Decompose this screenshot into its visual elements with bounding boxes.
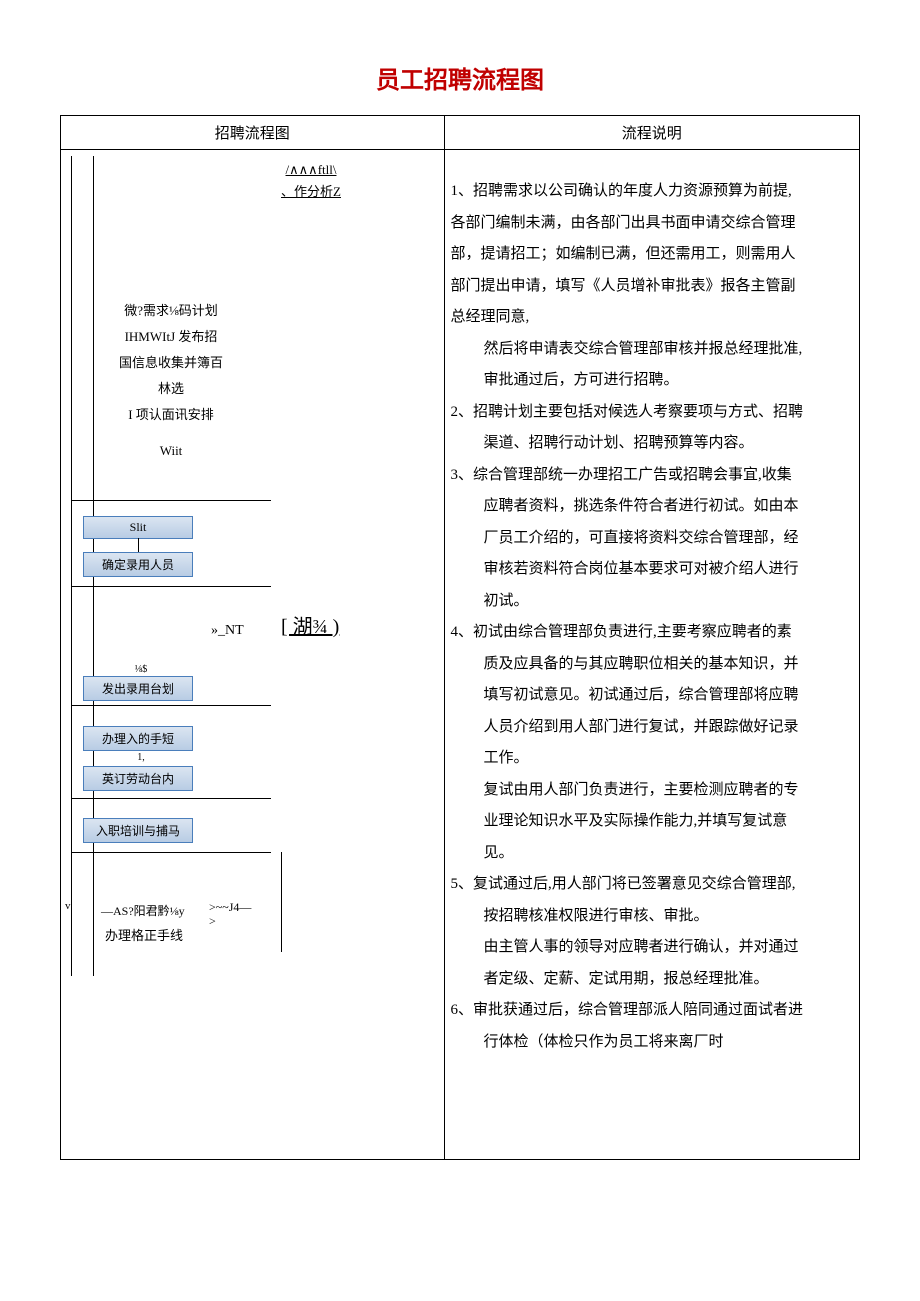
box-labor: 英订劳动台内 — [83, 766, 193, 791]
desc-p8: 2、招聘计划主要包括对候选人考察要项与方式、招聘 — [451, 397, 853, 429]
box-train: 入职培训与捕马 — [83, 818, 193, 843]
desc-p4: 部门提出申请，填写《人员增补审批表》报各主管副 — [451, 271, 853, 303]
bottom-l1: —AS?阳君黔⅛y — [101, 902, 185, 920]
flow-top-2a: 、作分析Z — [281, 184, 341, 199]
flow-b1-l5: I 项认面讯安排 — [101, 402, 241, 428]
flow-b1-l3: 国信息收集并簿百 — [101, 350, 241, 376]
flowchart-cell: /∧∧∧ftll\ 、作分析Z 微?需求⅛码计划 IHMWItJ 发布招 国信息… — [61, 150, 445, 1160]
desc-p17: 填写初试意见。初试通过后，综合管理部将应聘 — [451, 680, 853, 712]
box-slit: Slit — [83, 516, 193, 539]
desc-p2: 各部门编制未满，由各部门出具书面申请交综合管理 — [451, 208, 853, 240]
desc-p25: 由主管人事的领导对应聘者进行确认，并对通过 — [451, 932, 853, 964]
desc-p20: 复试由用人部门负责进行，主要检测应聘者的专 — [451, 775, 853, 807]
desc-p22: 见。 — [451, 838, 853, 870]
desc-p16: 质及应具备的与其应聘职位相关的基本知识，并 — [451, 649, 853, 681]
desc-p10: 3、综合管理部统一办理招工广告或招聘会事宜,收集 — [451, 460, 853, 492]
desc-p18: 人员介绍到用人部门进行复试，并跟踪做好记录 — [451, 712, 853, 744]
desc-p21: 业理论知识水平及实际操作能力,并填写复试意 — [451, 806, 853, 838]
flow-b1-l6: Wiit — [101, 438, 241, 464]
flow-top-2: 、作分析Z — [251, 182, 371, 202]
description-cell: 1、招聘需求以公司确认的年度人力资源预算为前提, 各部门编制未满，由各部门出具书… — [444, 150, 859, 1160]
desc-p1: 1、招聘需求以公司确认的年度人力资源预算为前提, — [451, 176, 853, 208]
tiny-dollar: ⅛$ — [126, 664, 156, 675]
main-table: 招聘流程图 流程说明 /∧∧∧ftll\ 、作分析Z 微?需求⅛码计划 IHMW… — [60, 115, 860, 1160]
hline-1 — [71, 500, 271, 501]
vline-extra — [281, 852, 282, 952]
desc-p26: 者定级、定薪、定试用期，报总经理批准。 — [451, 964, 853, 996]
desc-p3: 部，提请招工；如编制已满，但还需用工，则需用人 — [451, 239, 853, 271]
desc-p28: 行体检（体检只作为员工将来离厂时 — [451, 1027, 853, 1059]
flow-top-1: /∧∧∧ftll\ — [251, 160, 371, 180]
header-desc: 流程说明 — [444, 116, 859, 150]
tiny-1: 1, — [131, 752, 151, 763]
vline-left — [71, 156, 72, 976]
desc-p19: 工作。 — [451, 743, 853, 775]
desc-p13: 审核若资料符合岗位基本要求可对被介绍人进行 — [451, 554, 853, 586]
desc-p14: 初试。 — [451, 586, 853, 618]
mid-lake: [ 湖¾ ) — [281, 612, 339, 642]
desc-p11: 应聘者资料，挑选条件符合者进行初试。如由本 — [451, 491, 853, 523]
desc-p15: 4、初试由综合管理部负责进行,主要考察应聘者的素 — [451, 617, 853, 649]
mid-nt: »_NT — [211, 620, 244, 641]
desc-p23: 5、复试通过后,用人部门将已签署意见交综合管理部, — [451, 869, 853, 901]
header-flow: 招聘流程图 — [61, 116, 445, 150]
flow-b1-l2: IHMWItJ 发布招 — [101, 324, 241, 350]
flow-b1-l4: 林选 — [101, 376, 241, 402]
desc-p12: 厂员工介绍的，可直接将资料交综合管理部，经 — [451, 523, 853, 555]
desc-p9: 渠道、招聘行动计划、招聘预算等内容。 — [451, 428, 853, 460]
box-entry: 办理入的手短 — [83, 726, 193, 751]
bottom-gt: > — [209, 912, 216, 930]
flow-block1: 微?需求⅛码计划 IHMWItJ 发布招 国信息收集并簿百 林选 I 项认面讯安… — [101, 298, 241, 464]
desc-p24: 按招聘核准权限进行审核、审批。 — [451, 901, 853, 933]
hline-3 — [71, 705, 271, 706]
page-title: 员工招聘流程图 — [60, 60, 860, 95]
hline-4 — [71, 798, 271, 799]
hline-5 — [71, 852, 271, 853]
flow-b1-l1: 微?需求⅛码计划 — [101, 298, 241, 324]
v-char: v — [65, 900, 71, 912]
desc-p27: 6、审批获通过后，综合管理部派人陪同通过面试者进 — [451, 995, 853, 1027]
conn-slit — [138, 538, 139, 552]
hline-2 — [71, 586, 271, 587]
desc-p5: 总经理同意, — [451, 302, 853, 334]
box-offer: 发出录用台划 — [83, 676, 193, 701]
desc-p7: 审批通过后，方可进行招聘。 — [451, 365, 853, 397]
bottom-l2: 办理格正手线 — [105, 926, 183, 946]
desc-p6: 然后将申请表交综合管理部审核并报总经理批准, — [451, 334, 853, 366]
box-confirm: 确定录用人员 — [83, 552, 193, 577]
